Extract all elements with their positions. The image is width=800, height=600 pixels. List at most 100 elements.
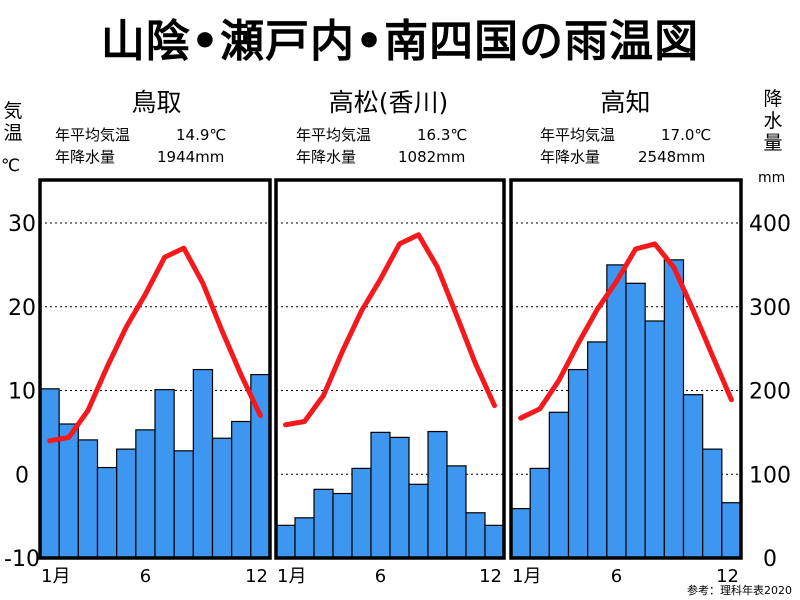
precipitation-bar-month-1 bbox=[510, 507, 531, 559]
precipitation-bar-month-5 bbox=[351, 467, 372, 559]
temperature-point-month-3 bbox=[557, 378, 561, 382]
precipitation-tick-label: 400 bbox=[749, 212, 791, 237]
temperature-point-month-7 bbox=[163, 255, 167, 259]
month-tick-label: 6 bbox=[140, 566, 151, 587]
panel-2-city: 高松(香川) bbox=[328, 88, 449, 117]
precipitation-bar-month-6 bbox=[135, 429, 156, 559]
panel-2-annual-temp-value: 16.3℃ bbox=[417, 126, 468, 144]
month-tick-label: 1月 bbox=[277, 566, 306, 587]
source-note: 参考：理科年表2020 bbox=[687, 584, 792, 597]
precipitation-bar-month-11 bbox=[465, 512, 486, 559]
panel-1-annual-precip-value: 1944mm bbox=[157, 148, 225, 166]
precipitation-tick-label: 0 bbox=[763, 547, 777, 572]
left-axis-label: 気 温 bbox=[0, 100, 26, 144]
temperature-point-month-11 bbox=[239, 373, 243, 377]
panel-frame-3 bbox=[509, 178, 743, 560]
precipitation-bar-month-9 bbox=[427, 430, 448, 559]
temperature-point-month-9 bbox=[672, 265, 676, 269]
temperature-point-month-1 bbox=[48, 439, 52, 443]
temperature-point-month-10 bbox=[455, 313, 458, 317]
precipitation-bar-month-8 bbox=[173, 450, 194, 559]
temperature-point-month-5 bbox=[595, 307, 599, 311]
temperature-point-month-8 bbox=[653, 242, 657, 246]
panel-3-annual-temp-value: 17.0℃ bbox=[661, 126, 712, 144]
temperature-point-month-12 bbox=[729, 398, 733, 402]
precipitation-bar-month-10 bbox=[682, 394, 704, 559]
left-axis-unit: ℃ bbox=[1, 156, 21, 176]
precipitation-bar-month-1 bbox=[39, 388, 60, 559]
panel-1-annual-precip-label: 年降水量 bbox=[55, 148, 116, 166]
right-axis-label-char: 降 bbox=[763, 88, 783, 110]
month-tick-label: 12 bbox=[479, 566, 502, 587]
panel-frame-1 bbox=[38, 178, 272, 560]
temperature-point-month-5 bbox=[360, 309, 363, 313]
precipitation-tick-label: 300 bbox=[749, 296, 791, 321]
temperature-tick-label: 10 bbox=[8, 380, 36, 405]
panel-1-city: 鳥取 bbox=[131, 88, 182, 117]
temperature-point-month-8 bbox=[417, 233, 420, 237]
precipitation-bar-month-12 bbox=[721, 502, 742, 559]
temperature-line-3 bbox=[518, 241, 734, 421]
left-axis-label-char: 気 bbox=[3, 100, 23, 122]
temperature-point-month-4 bbox=[576, 342, 580, 346]
panel-3-annual-temp-label: 年平均気温 bbox=[540, 126, 616, 144]
precipitation-bar-month-11 bbox=[231, 420, 252, 559]
precipitation-bar-month-10 bbox=[446, 465, 467, 559]
panel-2-annual-precip-label: 年降水量 bbox=[296, 148, 357, 166]
month-tick-label: 6 bbox=[375, 566, 386, 587]
month-tick-label: 1月 bbox=[512, 566, 541, 587]
month-tick-label: 12 bbox=[245, 566, 268, 587]
precipitation-bar-month-8 bbox=[644, 320, 665, 559]
right-axis-label: 降 水 量 bbox=[760, 88, 786, 154]
temperature-point-month-11 bbox=[474, 362, 477, 366]
panel-2-annual-temp-label: 年平均気温 bbox=[296, 126, 372, 144]
precipitation-bar-month-10 bbox=[211, 437, 233, 559]
temperature-point-month-2 bbox=[538, 407, 542, 411]
precipitation-bar-month-2 bbox=[58, 423, 79, 559]
precipitation-bar-month-4 bbox=[96, 466, 118, 559]
temperature-point-month-4 bbox=[341, 349, 344, 353]
precipitation-bar-month-7 bbox=[625, 282, 646, 559]
temperature-tick-label: 0 bbox=[15, 463, 29, 488]
precipitation-bar-month-3 bbox=[77, 439, 99, 559]
temperature-tick-label: -10 bbox=[4, 547, 40, 572]
precipitation-bar-month-8 bbox=[408, 483, 429, 559]
left-axis-label-char: 温 bbox=[3, 122, 23, 144]
temperature-point-month-6 bbox=[379, 277, 382, 281]
temperature-point-month-7 bbox=[634, 247, 638, 251]
panel-3-annual-precip-label: 年降水量 bbox=[540, 148, 601, 166]
temperature-point-month-2 bbox=[303, 419, 306, 423]
precipitation-bar-month-12 bbox=[484, 524, 505, 559]
precipitation-bar-month-5 bbox=[587, 341, 608, 559]
temperature-tick-label: 20 bbox=[8, 296, 36, 321]
temperature-line-1 bbox=[47, 245, 263, 444]
temperature-point-month-10 bbox=[691, 308, 695, 312]
precipitation-bar-month-11 bbox=[702, 448, 723, 559]
precipitation-bar-month-2 bbox=[529, 467, 550, 559]
precipitation-bar-month-4 bbox=[332, 492, 353, 559]
panel-1-annual-temp-value: 14.9℃ bbox=[176, 126, 227, 144]
precipitation-bar-month-3 bbox=[313, 488, 334, 559]
month-tick-label: 12 bbox=[716, 566, 739, 587]
precipitation-bar-month-5 bbox=[116, 448, 137, 559]
precipitation-bar-month-4 bbox=[567, 368, 589, 559]
right-axis-unit: mm bbox=[758, 170, 786, 186]
temperature-point-month-1 bbox=[284, 423, 287, 427]
chart-title: 山陰•瀬戸内•南四国の雨温図 bbox=[100, 16, 700, 67]
precipitation-bar-month-2 bbox=[294, 517, 315, 559]
month-tick-label: 6 bbox=[611, 566, 622, 587]
temperature-point-month-6 bbox=[143, 292, 147, 296]
precipitation-tick-label: 100 bbox=[749, 463, 791, 488]
temperature-point-month-8 bbox=[182, 246, 186, 250]
month-tick-label: 1月 bbox=[41, 566, 70, 587]
panel-2-annual-precip-value: 1082mm bbox=[398, 148, 466, 166]
temperature-tick-label: 30 bbox=[8, 212, 36, 237]
temperature-point-month-1 bbox=[519, 416, 523, 420]
panel-3-annual-precip-value: 2548mm bbox=[638, 148, 706, 166]
temperature-point-month-6 bbox=[614, 280, 618, 284]
precipitation-bar-month-7 bbox=[389, 436, 410, 559]
temperature-point-month-11 bbox=[710, 353, 714, 357]
temperature-point-month-3 bbox=[322, 394, 325, 398]
temperature-point-month-3 bbox=[86, 409, 90, 413]
